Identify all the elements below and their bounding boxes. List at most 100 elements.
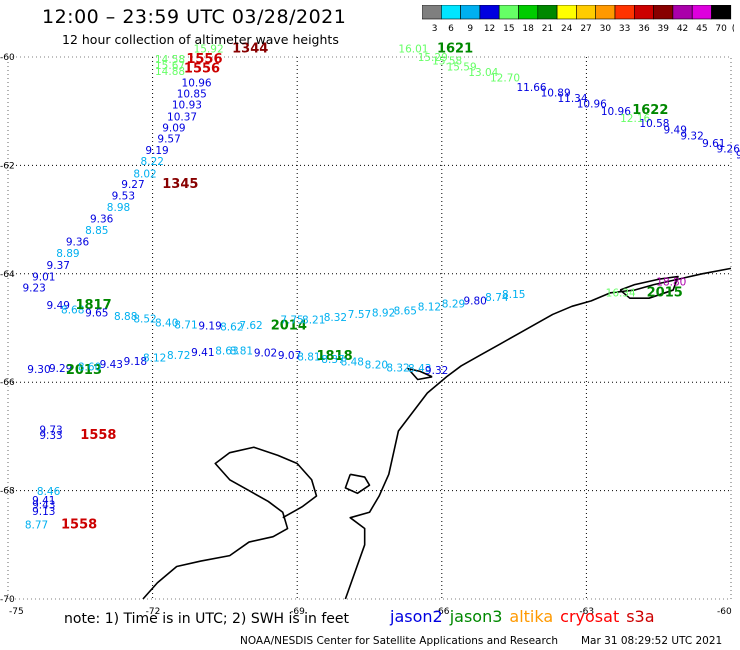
wave-height-label: 8.21 bbox=[302, 315, 325, 327]
colorbar-tick-label: 24 bbox=[561, 24, 573, 34]
wave-height-label: 9.09 bbox=[162, 122, 185, 134]
wave-height-label: 8.89 bbox=[56, 248, 79, 260]
wave-height-label: 11.34 bbox=[557, 93, 587, 105]
wave-height-label: 8.46 bbox=[37, 486, 61, 498]
lon-label: -69 bbox=[290, 607, 305, 617]
wave-height-label: 9.30 bbox=[27, 364, 50, 376]
lon-label: -72 bbox=[146, 607, 161, 617]
wave-height-label: 16.01 bbox=[398, 44, 428, 56]
satellite-jason3: jason3 bbox=[449, 607, 503, 626]
colorbar-tick-label: 3 bbox=[432, 24, 438, 34]
lat-label: -70 bbox=[0, 595, 15, 605]
wave-height-label: 9.73 bbox=[39, 425, 62, 437]
colorbar-swatch bbox=[614, 5, 635, 20]
colorbar-tick-label: 15 bbox=[503, 24, 514, 34]
pass-time-label: 2014 bbox=[271, 319, 307, 334]
lat-label: -62 bbox=[0, 161, 15, 171]
coastline-segment bbox=[142, 446, 318, 600]
colorbar-tick-label: 36 bbox=[638, 24, 650, 34]
wave-height-label: 8.62 bbox=[220, 322, 243, 334]
pass-time-label: 2015 bbox=[647, 286, 683, 301]
wave-height-label: 9.49 bbox=[47, 300, 70, 312]
wave-height-label: 9.43 bbox=[100, 359, 123, 371]
wave-height-label: 9.29 bbox=[49, 363, 72, 375]
wave-height-label: 9.07 bbox=[278, 350, 301, 362]
wave-height-label: 8.32 bbox=[324, 312, 347, 324]
lat-label: -60 bbox=[0, 53, 15, 63]
wave-height-label: 15.92 bbox=[194, 44, 224, 56]
lat-label: -64 bbox=[0, 270, 15, 280]
wave-height-label: 11.66 bbox=[517, 82, 547, 94]
colorbar-tick-label: 21 bbox=[542, 24, 553, 34]
colorbar-tick-label: 70 bbox=[715, 24, 727, 34]
wave-height-label: 7.62 bbox=[239, 320, 262, 332]
wave-height-label: 12.16 bbox=[620, 113, 650, 125]
coastline-segment bbox=[344, 267, 732, 600]
wave-height-label: 9.02 bbox=[254, 348, 277, 360]
wave-height-label: 15.59 bbox=[447, 62, 477, 74]
wave-height-label: 15.58 bbox=[432, 56, 462, 68]
credit-line: NOAA/NESDIS Center for Satellite Applica… bbox=[240, 635, 558, 647]
lat-lon-grid bbox=[7, 56, 732, 600]
wave-height-label: 9.61 bbox=[702, 138, 725, 150]
colorbar-swatch bbox=[537, 5, 558, 20]
wave-height-label: 18.80 bbox=[656, 277, 686, 289]
wave-height-label: 8.40 bbox=[155, 317, 178, 329]
satellite-s3a: s3a bbox=[626, 607, 655, 626]
coastline-segment bbox=[344, 473, 371, 495]
wave-height-label: 10.37 bbox=[167, 111, 197, 123]
wave-height-label: 9.41 bbox=[191, 347, 214, 359]
colorbar-swatch bbox=[498, 5, 519, 20]
colorbar-tick-label: 6 bbox=[448, 24, 454, 34]
axis-labels: -60 -62 -64 -66 -68 -70 -75 -72 -69 -66 -63 -60 bbox=[0, 53, 732, 617]
wave-height-label: 9.43 bbox=[32, 499, 55, 511]
pass-time-label: 1556 bbox=[184, 62, 220, 77]
wave-height-label: 9.32 bbox=[680, 130, 703, 142]
wave-height-label: 8.32 bbox=[386, 362, 409, 374]
pass-time-label: 1345 bbox=[162, 177, 198, 192]
pass-time-label: 1556 bbox=[186, 52, 222, 67]
wave-height-label: 9.19 bbox=[198, 321, 221, 333]
wave-height-label: 16.34 bbox=[606, 288, 636, 300]
colorbar-swatch bbox=[576, 5, 596, 20]
wave-height-label: 8.92 bbox=[372, 308, 395, 320]
colorbar-swatch bbox=[556, 5, 577, 20]
colorbar-swatch bbox=[634, 5, 654, 20]
wave-height-label: 9.37 bbox=[47, 260, 70, 272]
wave-height-label: 10.93 bbox=[172, 99, 202, 111]
wave-height-label: 10.96 bbox=[577, 98, 607, 110]
map-title: 12:00 – 23:59 UTC 03/28/2021 bbox=[42, 6, 347, 28]
coastline bbox=[142, 267, 732, 600]
satellite-altika: altika bbox=[509, 607, 554, 626]
lon-label: -60 bbox=[717, 607, 732, 617]
colorbar-tick-label: 30 bbox=[600, 24, 612, 34]
wave-height-label: 7.57 bbox=[348, 309, 371, 321]
pass-time-label: 1344 bbox=[232, 42, 268, 57]
wave-height-label: 9.10 bbox=[736, 149, 740, 161]
coastline-segment bbox=[407, 367, 433, 381]
wave-height-label: 9.36 bbox=[66, 237, 90, 249]
lon-label: -63 bbox=[579, 607, 594, 617]
colorbar-swatch bbox=[595, 5, 616, 20]
wave-height-label: 8.37 bbox=[321, 354, 344, 366]
colorbar-tick-label: 9 bbox=[467, 24, 473, 34]
map-subtitle: 12 hour collection of altimeter wave hei… bbox=[62, 32, 339, 47]
wave-height-label: 9.18 bbox=[124, 356, 147, 368]
wave-height-label: 8.68 bbox=[61, 304, 84, 316]
wave-height-label: 12.70 bbox=[490, 72, 520, 84]
colorbar-swatch bbox=[479, 5, 500, 20]
wave-height-label: 8.88 bbox=[114, 311, 137, 323]
wave-height-label: 15.67 bbox=[155, 60, 185, 72]
wave-height-label: 8.98 bbox=[107, 202, 130, 214]
wave-height-label: 10.85 bbox=[177, 89, 207, 101]
wave-height-label: 8.85 bbox=[85, 225, 108, 237]
wave-height-label: 9.13 bbox=[32, 506, 55, 518]
colorbar-swatch bbox=[518, 5, 539, 20]
colorbar-unit: (ft) bbox=[732, 24, 734, 34]
footer-note: note: 1) Time is in UTC; 2) SWH is in fe… bbox=[64, 611, 350, 627]
colorbar-tick-label: 45 bbox=[696, 24, 707, 34]
wave-height-label: 9.49 bbox=[664, 124, 687, 136]
wave-height-label: 8.77 bbox=[25, 520, 48, 532]
